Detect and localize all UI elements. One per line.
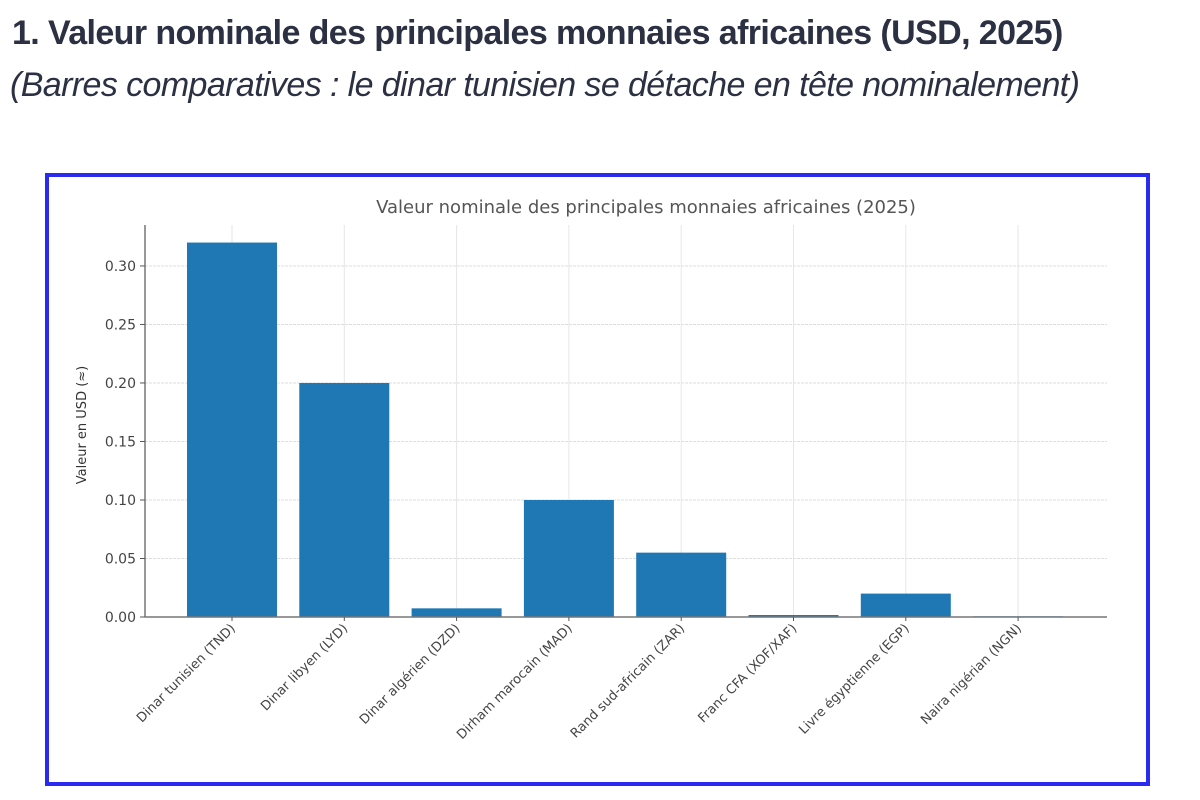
y-tick-label: 0.30 (105, 259, 136, 275)
x-tick-label: Rand sud-africain (ZAR) (568, 621, 688, 741)
grid-lines (145, 225, 1107, 617)
axes (144, 225, 1107, 618)
x-tick-label: Dinar algérien (DZD) (357, 621, 463, 727)
y-tick-label: 0.00 (105, 610, 136, 626)
x-tick-label: Dinar libyen (LYD) (258, 621, 351, 714)
y-tick-label: 0.20 (105, 376, 136, 392)
x-tick-label: Livre égyptienne (EGP) (796, 621, 912, 737)
page-heading: 1. Valeur nominale des principales monna… (12, 14, 1063, 52)
bar (860, 593, 951, 617)
y-tick-label: 0.10 (105, 493, 136, 509)
y-tick-label: 0.15 (105, 434, 136, 450)
bar (748, 615, 839, 617)
bar (636, 552, 727, 617)
bar-chart: 0.00 0.05 0.10 0.15 0.20 0.25 0.30 Dinar tunis… (75, 197, 1107, 743)
y-axis-label: Valeur en USD (≈) (75, 366, 90, 485)
bar (523, 499, 614, 617)
chart-title: Valeur nominale des principales monnaies… (376, 197, 916, 218)
x-ticks: Dinar tunisien (TND) Dinar libyen (LYD) Di… (134, 617, 1025, 743)
page-subheading: (Barres comparatives : le dinar tunisien… (10, 66, 1080, 104)
x-tick-label: Franc CFA (XOF/XAF) (695, 621, 800, 726)
x-tick-label: Naira nigérian (NGN) (918, 621, 1025, 728)
x-tick-label: Dinar tunisien (TND) (134, 621, 239, 726)
y-ticks: 0.00 0.05 0.10 0.15 0.20 0.25 0.30 (105, 259, 145, 626)
bar (411, 608, 502, 617)
chart-frame: 0.00 0.05 0.10 0.15 0.20 0.25 0.30 Dinar tunis… (45, 173, 1150, 786)
bars (187, 242, 1064, 618)
y-tick-label: 0.25 (105, 317, 136, 333)
bar (299, 382, 390, 617)
x-tick-label: Dirham marocain (MAD) (454, 621, 575, 742)
bar (187, 242, 277, 617)
y-tick-label: 0.05 (105, 551, 136, 567)
